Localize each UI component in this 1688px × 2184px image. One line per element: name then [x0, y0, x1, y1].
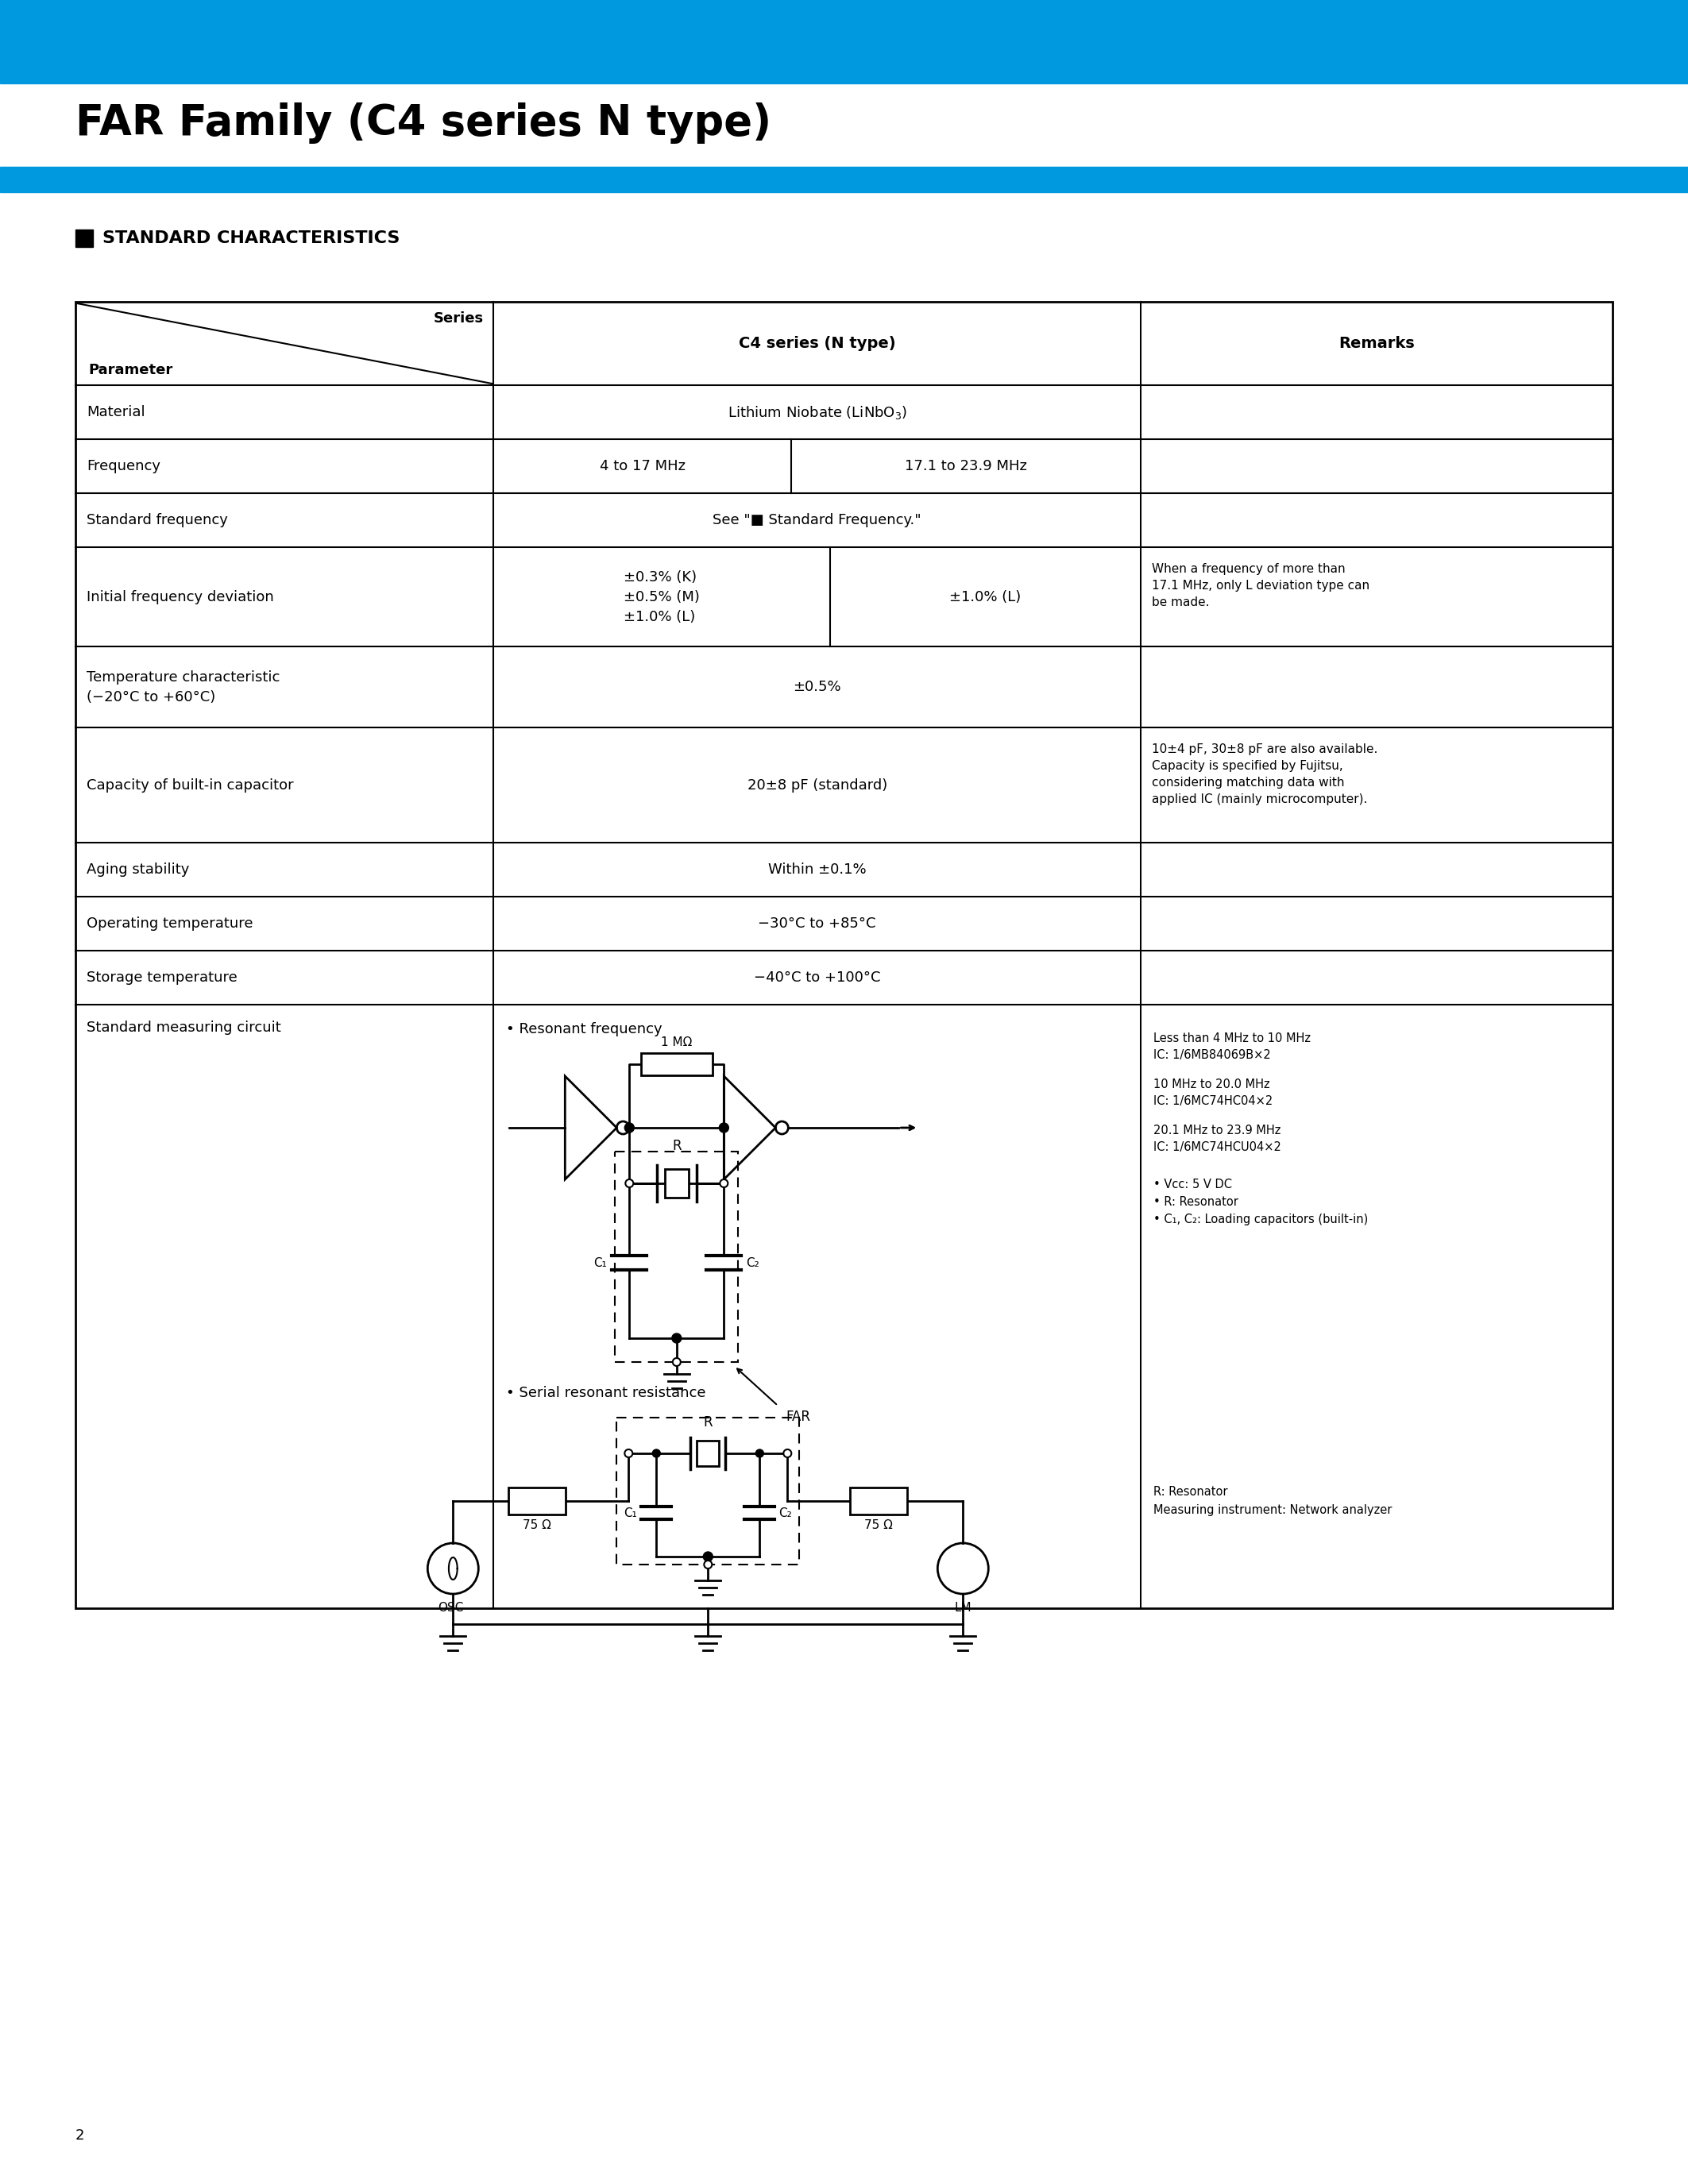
Text: C₁: C₁ [625, 1507, 638, 1518]
Text: Less than 4 MHz to 10 MHz
IC: 1/6MB84069B×2: Less than 4 MHz to 10 MHz IC: 1/6MB84069… [1153, 1033, 1310, 1061]
Text: C₁: C₁ [594, 1256, 608, 1269]
Circle shape [721, 1179, 728, 1188]
Circle shape [704, 1562, 712, 1568]
Text: Material: Material [86, 404, 145, 419]
Bar [76, 301, 1612, 1607]
Bar [0, 166, 1688, 192]
Text: −30°C to +85°C: −30°C to +85°C [758, 917, 876, 930]
Circle shape [625, 1123, 635, 1133]
Text: • Serial resonant resistance: • Serial resonant resistance [506, 1387, 706, 1400]
Circle shape [672, 1334, 682, 1343]
Text: 20±8 pF (standard): 20±8 pF (standard) [748, 778, 888, 793]
Circle shape [783, 1450, 792, 1457]
Text: • Resonant frequency: • Resonant frequency [506, 1022, 662, 1037]
Text: 20.1 MHz to 23.9 MHz
IC: 1/6MC74HCU04×2: 20.1 MHz to 23.9 MHz IC: 1/6MC74HCU04×2 [1153, 1125, 1281, 1153]
Text: ±0.3% (K)
±0.5% (M)
±1.0% (L): ±0.3% (K) ±0.5% (M) ±1.0% (L) [625, 570, 701, 625]
Circle shape [653, 1450, 660, 1457]
Bar [614, 1151, 738, 1363]
Bar [616, 1417, 800, 1564]
Text: Within ±0.1%: Within ±0.1% [768, 863, 866, 876]
Text: R: R [704, 1415, 712, 1431]
Text: Aging stability: Aging stability [86, 863, 189, 876]
Text: When a frequency of more than
17.1 MHz, only L deviation type can
be made.: When a frequency of more than 17.1 MHz, … [1151, 563, 1369, 609]
Text: • Vᴄᴄ: 5 V DC
• R: Resonator
• C₁, C₂: Loading capacitors (built-in): • Vᴄᴄ: 5 V DC • R: Resonator • C₁, C₂: L… [1153, 1179, 1367, 1225]
Circle shape [719, 1123, 729, 1133]
Text: R: Resonator
Measuring instrument: Network analyzer: R: Resonator Measuring instrument: Netwo… [1153, 1487, 1393, 1516]
Text: 10 MHz to 20.0 MHz
IC: 1/6MC74HC04×2: 10 MHz to 20.0 MHz IC: 1/6MC74HC04×2 [1153, 1079, 1273, 1107]
Circle shape [674, 1358, 680, 1365]
Circle shape [756, 1450, 763, 1457]
Text: Series: Series [434, 312, 484, 325]
Bar [508, 1487, 565, 1514]
Text: R: R [672, 1138, 682, 1153]
Text: 17.1 to 23.9 MHz: 17.1 to 23.9 MHz [905, 459, 1026, 474]
Text: ±1.0% (L): ±1.0% (L) [950, 590, 1021, 605]
Circle shape [704, 1553, 712, 1562]
Circle shape [625, 1450, 633, 1457]
Text: STANDARD CHARACTERISTICS: STANDARD CHARACTERISTICS [103, 229, 400, 247]
Bar [0, 0, 1688, 83]
Text: Lithium Niobate (LiNbO$_3$): Lithium Niobate (LiNbO$_3$) [728, 404, 906, 422]
Text: FAR Family (C4 series N type): FAR Family (C4 series N type) [76, 103, 771, 144]
Text: Remarks: Remarks [1339, 336, 1415, 352]
Text: 1 MΩ: 1 MΩ [662, 1037, 692, 1048]
Bar [76, 229, 93, 247]
Bar [665, 1168, 689, 1197]
Text: See "■ Standard Frequency.": See "■ Standard Frequency." [712, 513, 922, 526]
Text: 75 Ω: 75 Ω [523, 1520, 552, 1531]
Circle shape [626, 1179, 633, 1188]
Text: C₂: C₂ [778, 1507, 792, 1518]
Text: C4 series (N type): C4 series (N type) [739, 336, 896, 352]
Text: C₂: C₂ [746, 1256, 760, 1269]
Text: Capacity of built-in capacitor: Capacity of built-in capacitor [86, 778, 294, 793]
Text: Parameter: Parameter [88, 363, 172, 378]
Bar [697, 1441, 719, 1465]
Text: 4 to 17 MHz: 4 to 17 MHz [599, 459, 685, 474]
Text: Operating temperature: Operating temperature [86, 917, 253, 930]
Text: Standard frequency: Standard frequency [86, 513, 228, 526]
Text: 2: 2 [76, 2129, 84, 2143]
Text: Temperature characteristic
(−20°C to +60°C): Temperature characteristic (−20°C to +60… [86, 670, 280, 703]
Text: OSC: OSC [437, 1601, 464, 1614]
Text: −40°C to +100°C: −40°C to +100°C [755, 970, 881, 985]
Text: 10±4 pF, 30±8 pF are also available.
Capacity is specified by Fujitsu,
consideri: 10±4 pF, 30±8 pF are also available. Cap… [1151, 743, 1377, 806]
Text: FAR: FAR [787, 1409, 810, 1424]
Bar [851, 1487, 908, 1514]
Bar [641, 1053, 712, 1075]
Text: ±0.5%: ±0.5% [793, 679, 841, 695]
Text: Initial frequency deviation: Initial frequency deviation [86, 590, 273, 605]
Text: Standard measuring circuit: Standard measuring circuit [86, 1020, 280, 1035]
Text: Storage temperature: Storage temperature [86, 970, 238, 985]
Text: LM: LM [954, 1601, 972, 1614]
Text: 75 Ω: 75 Ω [864, 1520, 893, 1531]
Text: Frequency: Frequency [86, 459, 160, 474]
